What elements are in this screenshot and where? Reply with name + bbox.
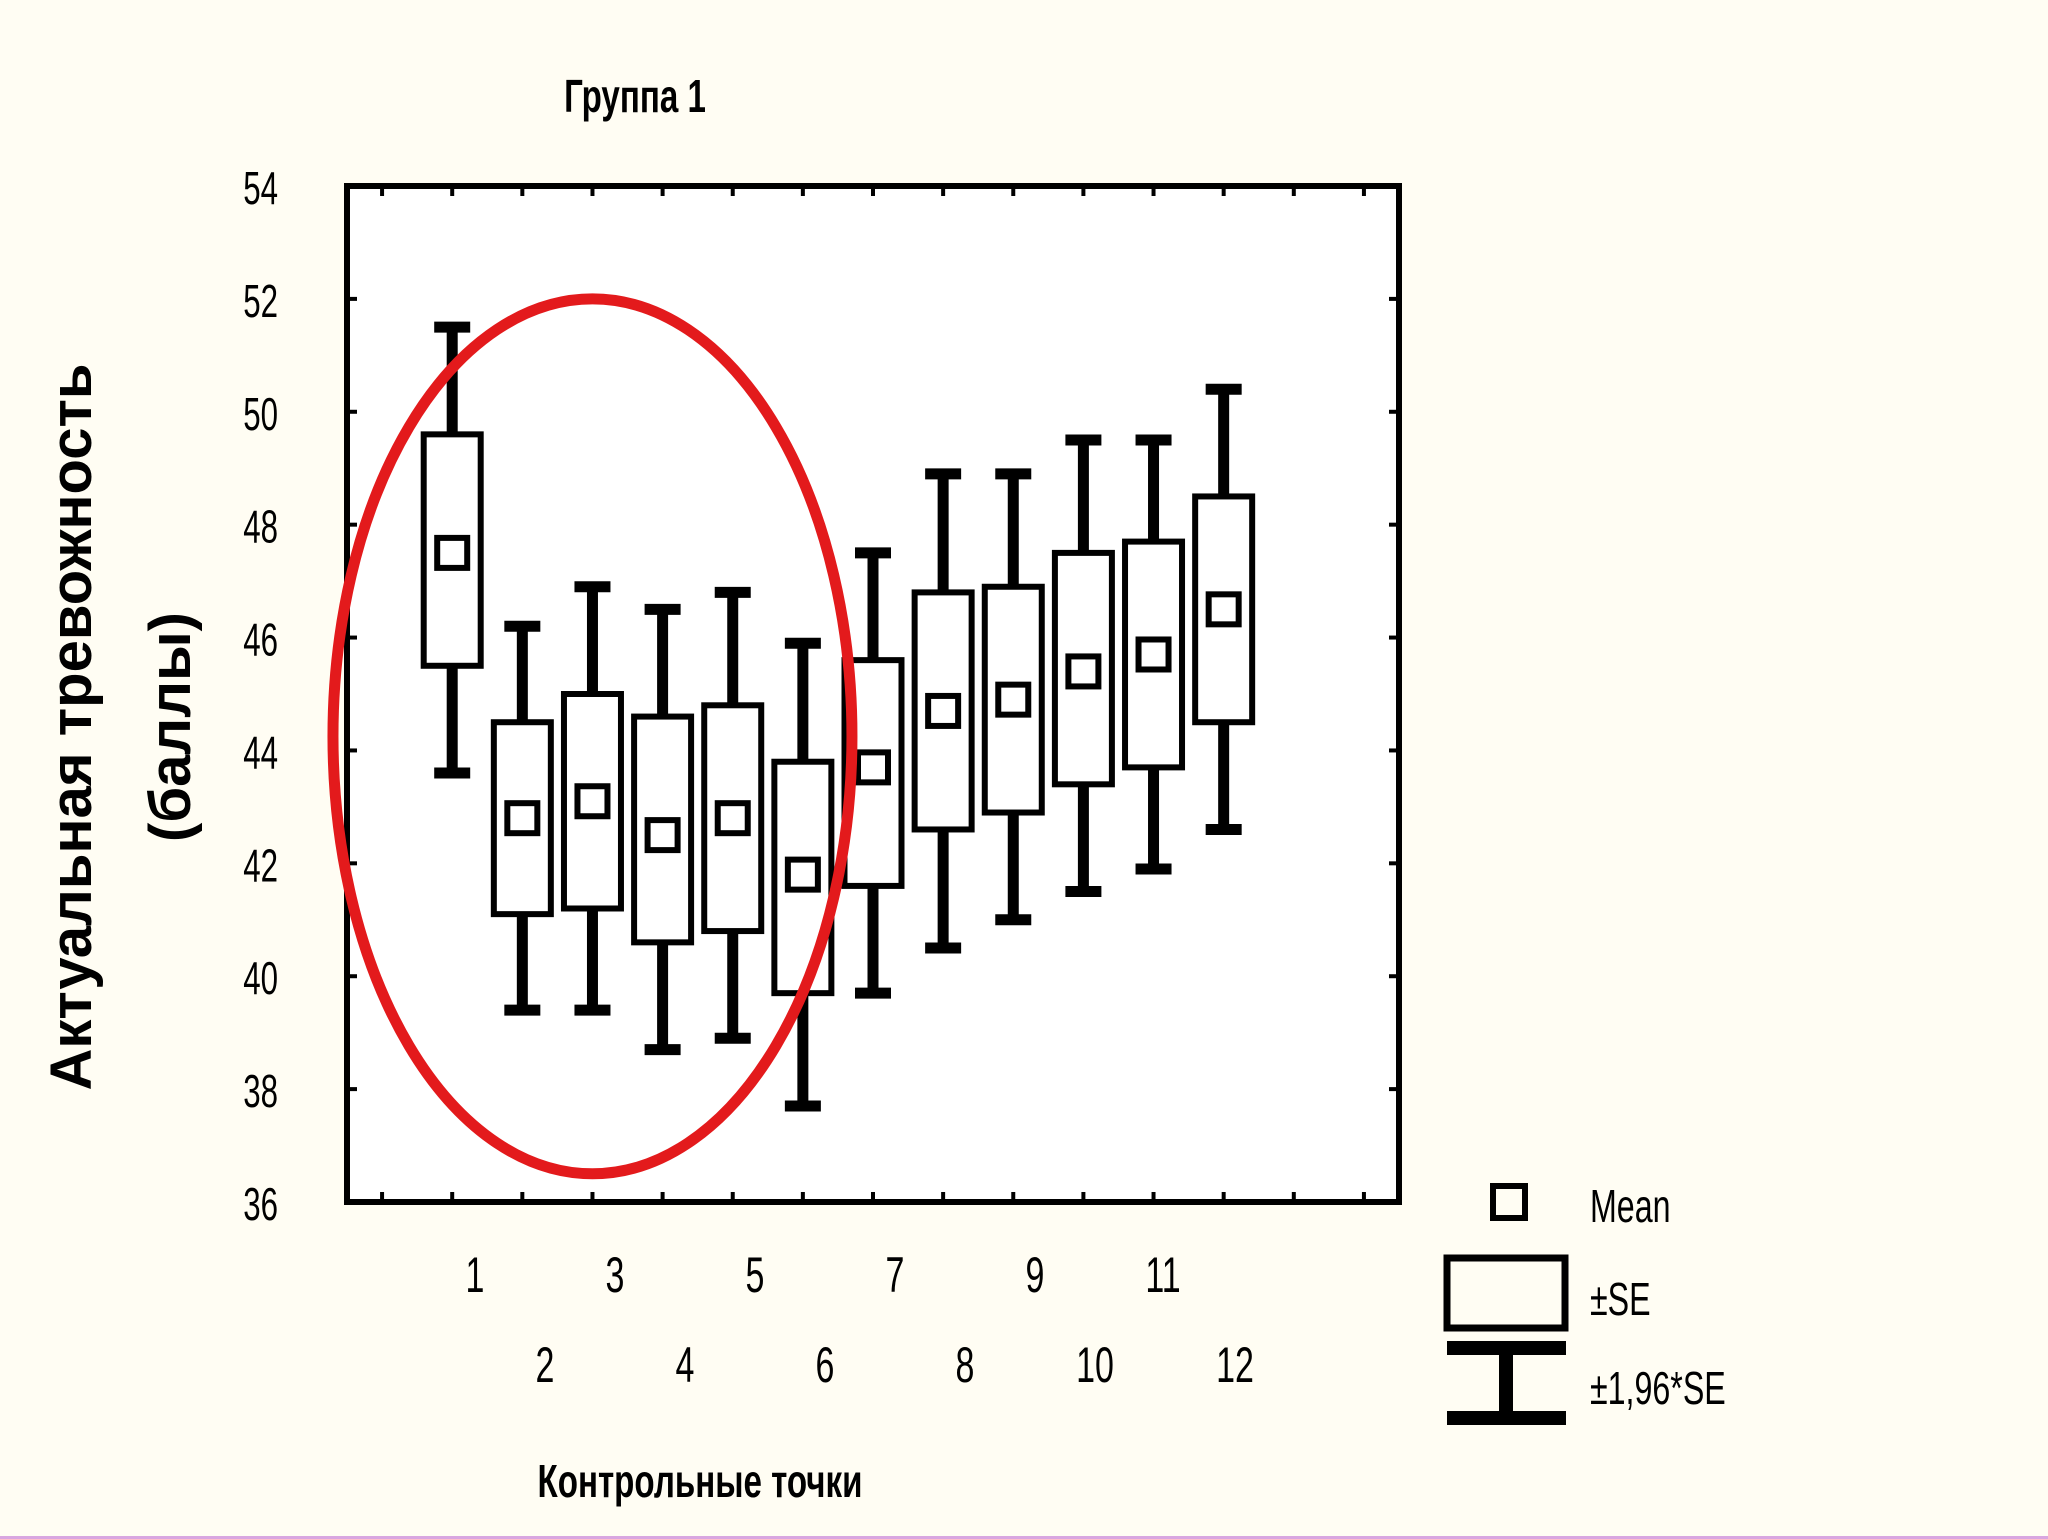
x-tick-label: 1 (466, 1248, 485, 1304)
se-box (701, 702, 765, 935)
mean-marker (644, 817, 681, 854)
se-box (1192, 493, 1256, 726)
box-group (490, 620, 554, 1016)
x-tick-label: 4 (676, 1338, 695, 1394)
y-tick-label: 36 (243, 1179, 278, 1230)
legend-mean-marker (1490, 1183, 1528, 1221)
x-tick-label: 7 (886, 1248, 905, 1304)
mean-marker (855, 749, 891, 786)
mean-marker (714, 800, 751, 837)
x-tick-label: 3 (606, 1248, 625, 1304)
mean-marker (1065, 653, 1102, 690)
x-axis-title: Контрольные точки (538, 1457, 863, 1507)
box-group (1122, 434, 1186, 875)
y-tick-label: 48 (243, 502, 278, 553)
y-tick-label: 46 (243, 615, 278, 666)
box-group (1051, 434, 1115, 898)
y-tick-label: 38 (243, 1066, 278, 1117)
box-group (631, 603, 695, 1056)
legend-se-marker (1443, 1254, 1569, 1332)
legend-ci-label: ±1,96*SE (1590, 1363, 1726, 1414)
x-tick-label: 10 (1076, 1338, 1114, 1394)
y-tick-label: 54 (243, 163, 278, 214)
box-group (981, 468, 1045, 926)
box-group (560, 581, 624, 1016)
box-group (911, 468, 975, 954)
box-group (701, 586, 765, 1044)
se-box (490, 719, 554, 918)
x-tick-label: 8 (956, 1338, 975, 1394)
highlight-layer (327, 293, 858, 1180)
box-group (1192, 383, 1256, 835)
chart-title: Группа 1 (564, 72, 706, 122)
series-boxes (420, 321, 1256, 1112)
x-tick-label: 6 (816, 1338, 835, 1394)
x-tick-label: 5 (746, 1248, 765, 1304)
mean-marker (925, 692, 962, 729)
legend-mean-label: Mean (1590, 1181, 1671, 1232)
legend-se-label: ±SE (1590, 1274, 1651, 1325)
highlight-ellipse (327, 293, 858, 1180)
mean-marker (1205, 591, 1242, 628)
y-tick-label: 50 (243, 389, 278, 440)
y-tick-label: 40 (243, 953, 278, 1004)
x-tick-label: 11 (1145, 1248, 1180, 1304)
y-tick-label: 42 (243, 840, 278, 891)
y-tick-label: 44 (243, 728, 278, 779)
y-axis-title-line1: Актуальная тревожность (39, 363, 104, 1090)
x-tick-label: 12 (1216, 1338, 1254, 1394)
mean-marker (504, 800, 541, 837)
x-tick-label: 2 (536, 1338, 555, 1394)
x-tick-label: 9 (1026, 1248, 1045, 1304)
y-axis: 36 38 40 42 44 46 48 50 52 54 (243, 163, 1399, 1231)
mean-marker (995, 681, 1032, 718)
se-box (1122, 538, 1186, 771)
mean-marker (1135, 636, 1172, 673)
mean-marker (574, 783, 611, 820)
y-axis-title-line2: (баллы) (138, 612, 203, 842)
legend: Mean ±SE ±1,96*SE (1443, 1181, 1726, 1425)
mean-marker (434, 534, 471, 571)
y-tick-label: 52 (243, 276, 278, 327)
mean-marker (784, 856, 821, 893)
box-group (420, 321, 484, 779)
